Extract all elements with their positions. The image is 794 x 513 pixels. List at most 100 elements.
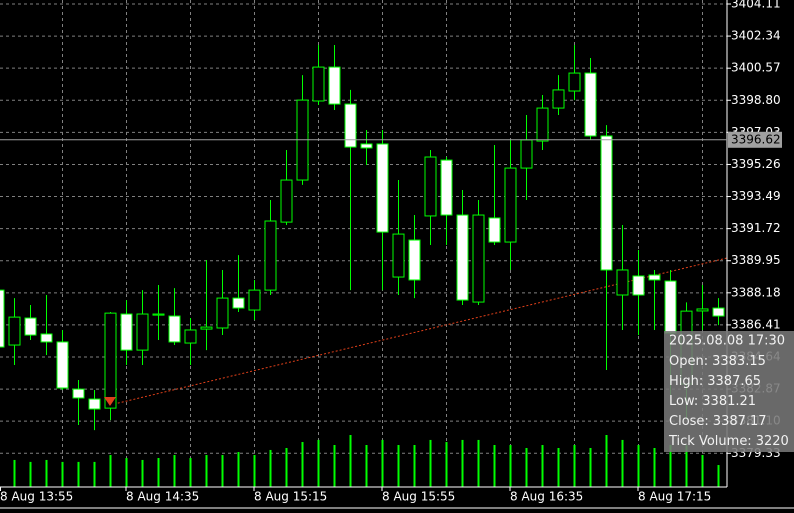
candle-body xyxy=(504,167,517,243)
y-tick-label: 3393.49 xyxy=(731,189,781,203)
y-tick-label: 3404.11 xyxy=(731,0,781,10)
volume-bar xyxy=(29,461,32,487)
tooltip-label: Open: xyxy=(669,354,708,369)
candle-body xyxy=(424,156,437,217)
candle-body xyxy=(648,274,661,281)
candle-body xyxy=(136,313,149,351)
volume-bar xyxy=(653,448,656,487)
volume-bar xyxy=(125,458,128,487)
y-tick-label: 3395.26 xyxy=(731,157,781,171)
volume-bar xyxy=(493,445,496,487)
volume-bar xyxy=(685,445,688,487)
volume-bar xyxy=(541,445,544,487)
volume-bar xyxy=(557,448,560,487)
candle-body xyxy=(40,333,53,343)
volume-bar xyxy=(669,445,672,487)
candle-body xyxy=(280,179,293,223)
x-tick-label: 8 Aug 14:35 xyxy=(126,490,199,504)
candle-body xyxy=(328,66,341,105)
volume-bar xyxy=(397,445,400,487)
candle-body xyxy=(232,297,245,309)
bid-label: 3396.62 xyxy=(731,132,781,146)
candle-body xyxy=(152,313,165,316)
candle-body xyxy=(456,214,469,301)
tooltip-row: High: 3387.65 xyxy=(669,374,761,389)
volume-bar xyxy=(173,455,176,487)
tooltip-rows: Open: 3383.15 High: 3387.65 Low: 3381.21 Close… xyxy=(668,354,789,449)
y-tick-label: 3389.95 xyxy=(731,253,781,267)
candle-body xyxy=(184,329,197,344)
tooltip-value: 3381.21 xyxy=(702,394,756,409)
sell-arrow xyxy=(104,397,116,406)
tooltip-value: 3383.15 xyxy=(712,354,766,369)
volume-bar xyxy=(317,439,320,487)
volume-bar xyxy=(349,435,352,487)
x-tick-label: 8 Aug 15:15 xyxy=(254,490,327,504)
y-tick-label: 3391.72 xyxy=(731,221,781,235)
candle-body xyxy=(264,220,277,291)
volume-bar xyxy=(461,439,464,487)
volume-bar xyxy=(237,452,240,487)
volume-bars xyxy=(13,435,720,487)
candle-body xyxy=(344,103,357,148)
y-tick-label: 3400.57 xyxy=(731,61,781,75)
volume-bar xyxy=(509,445,512,487)
candle-body xyxy=(216,297,229,329)
volume-bar xyxy=(157,458,160,487)
volume-bar xyxy=(285,448,288,487)
volume-bar xyxy=(605,435,608,487)
x-tick-label: 8 Aug 15:55 xyxy=(382,490,455,504)
candle-body xyxy=(616,269,629,296)
candle-body xyxy=(712,307,725,317)
volume-bar xyxy=(13,459,16,487)
volume-bar xyxy=(93,461,96,487)
candle-body xyxy=(392,233,405,278)
candle-body xyxy=(440,159,453,216)
tooltip-label: Close: xyxy=(669,414,709,429)
tooltip-row: Close: 3387.17 xyxy=(669,414,767,429)
volume-bar xyxy=(445,442,448,487)
tooltip-row: Open: 3383.15 xyxy=(669,354,766,369)
tooltip: 2025.08.08 17:30 Open: 3383.15 High: 3387.6… xyxy=(664,331,794,452)
volume-bar xyxy=(477,439,480,487)
volume-bar xyxy=(381,439,384,487)
volume-bar xyxy=(269,449,272,487)
candle-body xyxy=(696,308,709,312)
tooltip-value: 3387.17 xyxy=(713,414,767,429)
candle-body xyxy=(8,316,21,346)
volume-bar xyxy=(621,439,624,487)
tooltip-label: High: xyxy=(669,374,703,389)
candle-body xyxy=(360,143,373,149)
candle-body xyxy=(600,135,613,271)
volume-bar xyxy=(701,455,704,487)
tooltip-time: 2025.08.08 17:30 xyxy=(669,334,785,349)
candle-body xyxy=(120,313,133,351)
volume-bar xyxy=(221,455,224,487)
y-tick-label: 3388.18 xyxy=(731,285,781,299)
volume-bar xyxy=(333,445,336,487)
y-tick-label: 3398.80 xyxy=(731,93,781,107)
candle-body xyxy=(104,312,117,409)
volume-bar xyxy=(189,458,192,487)
candle-body xyxy=(200,326,213,330)
tooltip-label: Tick Volume: xyxy=(668,434,752,449)
volume-bar xyxy=(573,445,576,487)
candle-body xyxy=(312,66,325,102)
volume-bar xyxy=(525,448,528,487)
candle-body xyxy=(552,89,565,109)
candle-body xyxy=(168,315,181,343)
candle-body xyxy=(248,289,261,311)
volume-bar xyxy=(61,461,64,487)
candle-body xyxy=(632,275,645,296)
volume-bar xyxy=(109,455,112,487)
candle-body xyxy=(88,398,101,410)
candle-body xyxy=(0,289,5,348)
volume-bar xyxy=(429,439,432,487)
volume-bar xyxy=(301,442,304,487)
candle-body xyxy=(72,388,85,399)
volume-bar xyxy=(141,459,144,487)
volume-bar xyxy=(637,445,640,487)
tooltip-value: 3220 xyxy=(756,434,789,449)
bid-group: 3396.62 xyxy=(0,131,782,148)
